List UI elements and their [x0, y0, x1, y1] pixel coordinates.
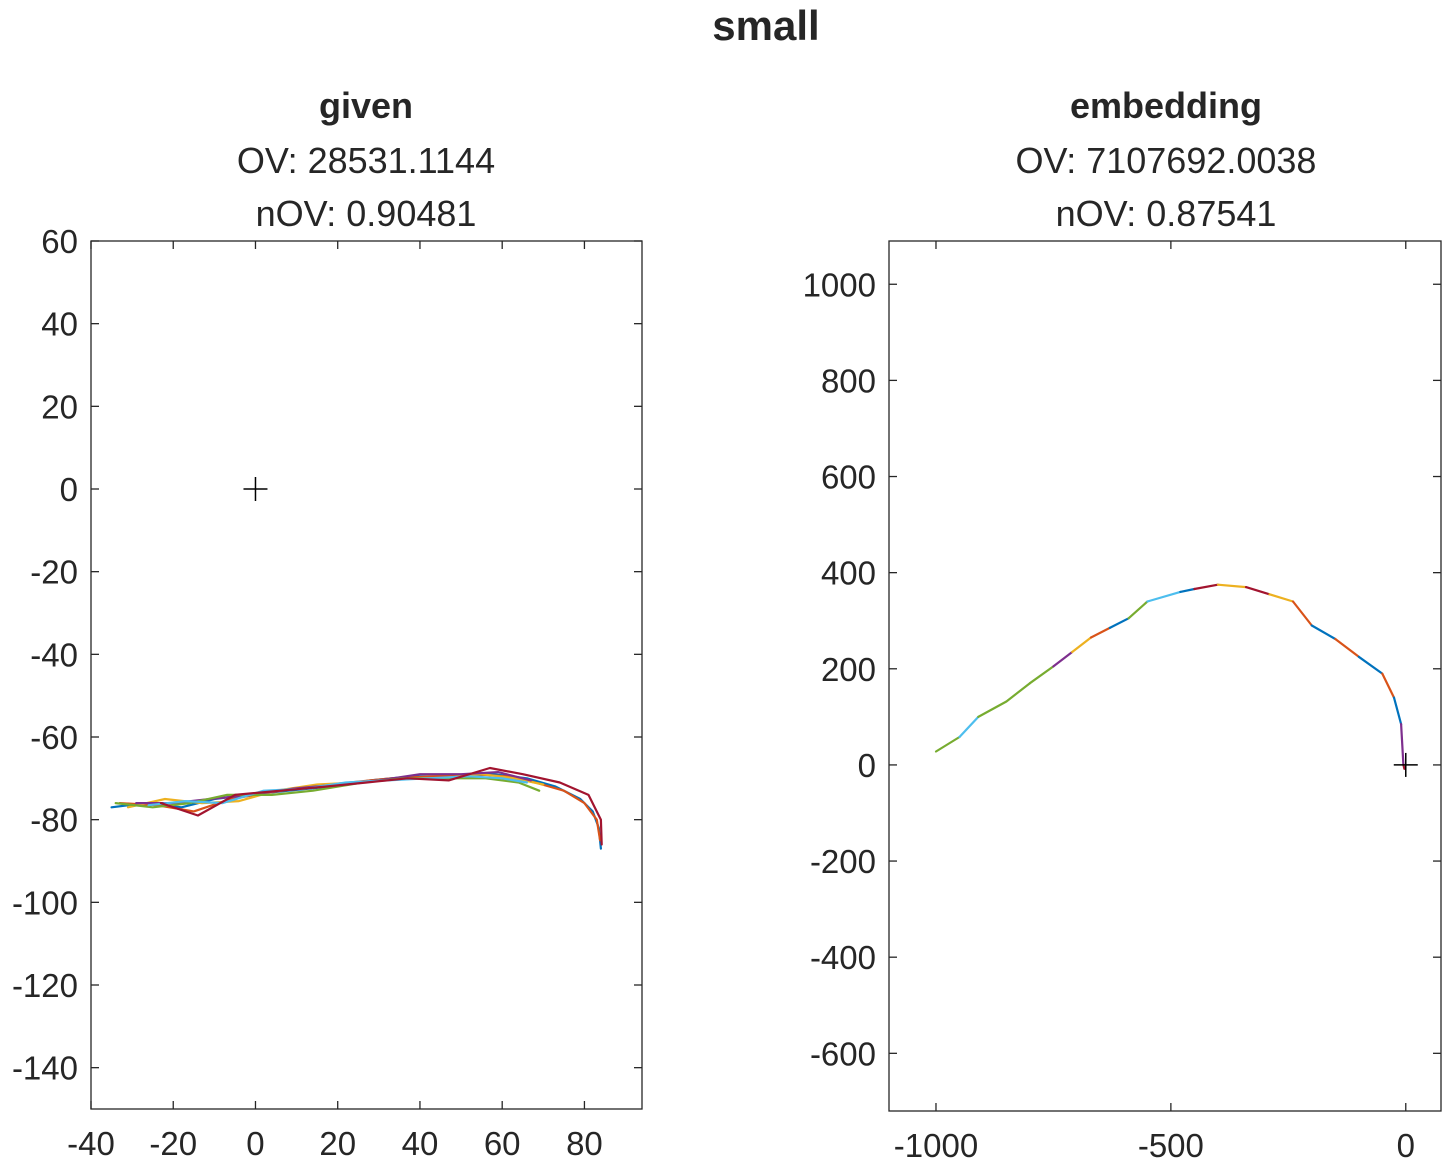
x-tick-label: 40: [402, 1125, 439, 1162]
y-tick-label: -200: [810, 843, 876, 880]
x-tick-label: -1000: [894, 1127, 978, 1164]
series-line: [1216, 583, 1248, 589]
series-line: [1127, 600, 1149, 620]
series-line: [1108, 617, 1130, 630]
x-tick-label: 0: [246, 1125, 264, 1162]
y-tick-label: -140: [12, 1050, 78, 1087]
y-tick-label: 600: [821, 459, 876, 496]
series-line: [1052, 650, 1074, 668]
origin-marker-embedding: [1393, 752, 1418, 777]
series-line: [934, 735, 961, 753]
series-line: [1193, 583, 1220, 591]
x-tick-label: -40: [67, 1125, 115, 1162]
series-line: [1291, 600, 1313, 627]
series-line: [1146, 590, 1182, 603]
series-line: [1334, 637, 1360, 658]
series-line: [1381, 672, 1396, 699]
y-tick-label: 800: [821, 362, 876, 399]
x-tick-label: -20: [149, 1125, 197, 1162]
y-tick-label: 20: [41, 388, 78, 425]
series-line: [1028, 665, 1055, 685]
ticks-given: -40 -20 0 20 40 60 80 -140 -120 -100 -80 -60 -40 -20 0…: [12, 223, 642, 1162]
series-line: [159, 766, 603, 846]
y-tick-label: -20: [30, 554, 78, 591]
axes-embedding: embedding OV: 7107692.0038 nOV: 0.87541 …: [803, 85, 1442, 1164]
series-group-embedding: [934, 583, 1406, 770]
y-tick-label: 40: [41, 306, 78, 343]
y-tick-label: -120: [12, 967, 78, 1004]
origin-marker-given: [243, 477, 268, 501]
y-tick-label: 200: [821, 651, 876, 688]
series-group-given: [110, 766, 603, 850]
series-line: [1357, 655, 1384, 675]
series-line: [1310, 624, 1337, 641]
y-tick-label: 60: [41, 223, 78, 260]
y-tick-label: 1000: [803, 266, 876, 303]
series-line: [1071, 636, 1093, 654]
y-tick-label: -60: [30, 719, 78, 756]
axes-title-embedding: embedding: [1070, 85, 1262, 126]
y-tick-label: 0: [858, 747, 876, 784]
y-tick-label: 0: [60, 471, 78, 508]
series-line: [1244, 585, 1271, 596]
y-tick-label: -100: [12, 884, 78, 921]
y-tick-label: -80: [30, 802, 78, 839]
x-tick-label: 0: [1397, 1127, 1415, 1164]
x-tick-label: 80: [566, 1125, 603, 1162]
series-line: [958, 715, 980, 739]
axes-title-given: given: [319, 85, 413, 126]
axes-subtitle-ov-embedding: OV: 7107692.0038: [1016, 140, 1317, 181]
series-line: [1268, 593, 1295, 603]
x-tick-label: 60: [484, 1125, 521, 1162]
series-line: [147, 775, 529, 807]
ticks-embedding: -1000 -500 0 -600 -400 -200 0 200 400 600 800 1000: [803, 241, 1441, 1164]
series-line: [1179, 587, 1196, 594]
x-tick-label: 20: [319, 1125, 356, 1162]
figure-title: small: [712, 2, 819, 49]
plot-box-given: [90, 240, 643, 1110]
axes-given: given OV: 28531.1144 nOV: 0.90481 -40 -20…: [12, 85, 643, 1162]
y-tick-label: -400: [810, 939, 876, 976]
plot-box-embedding: [888, 240, 1442, 1112]
y-tick-label: -600: [810, 1035, 876, 1072]
y-tick-label: 400: [821, 555, 876, 592]
axes-subtitle-ov-given: OV: 28531.1144: [237, 140, 495, 181]
x-tick-label: -500: [1138, 1127, 1204, 1164]
y-tick-label: -40: [30, 636, 78, 673]
axes-subtitle-nov-embedding: nOV: 0.87541: [1056, 193, 1277, 234]
series-line: [1089, 626, 1111, 639]
series-line: [114, 777, 541, 809]
series-line: [1399, 722, 1405, 767]
series-line: [1392, 696, 1403, 726]
series-line: [977, 682, 1032, 719]
axes-subtitle-nov-given: nOV: 0.90481: [256, 193, 477, 234]
